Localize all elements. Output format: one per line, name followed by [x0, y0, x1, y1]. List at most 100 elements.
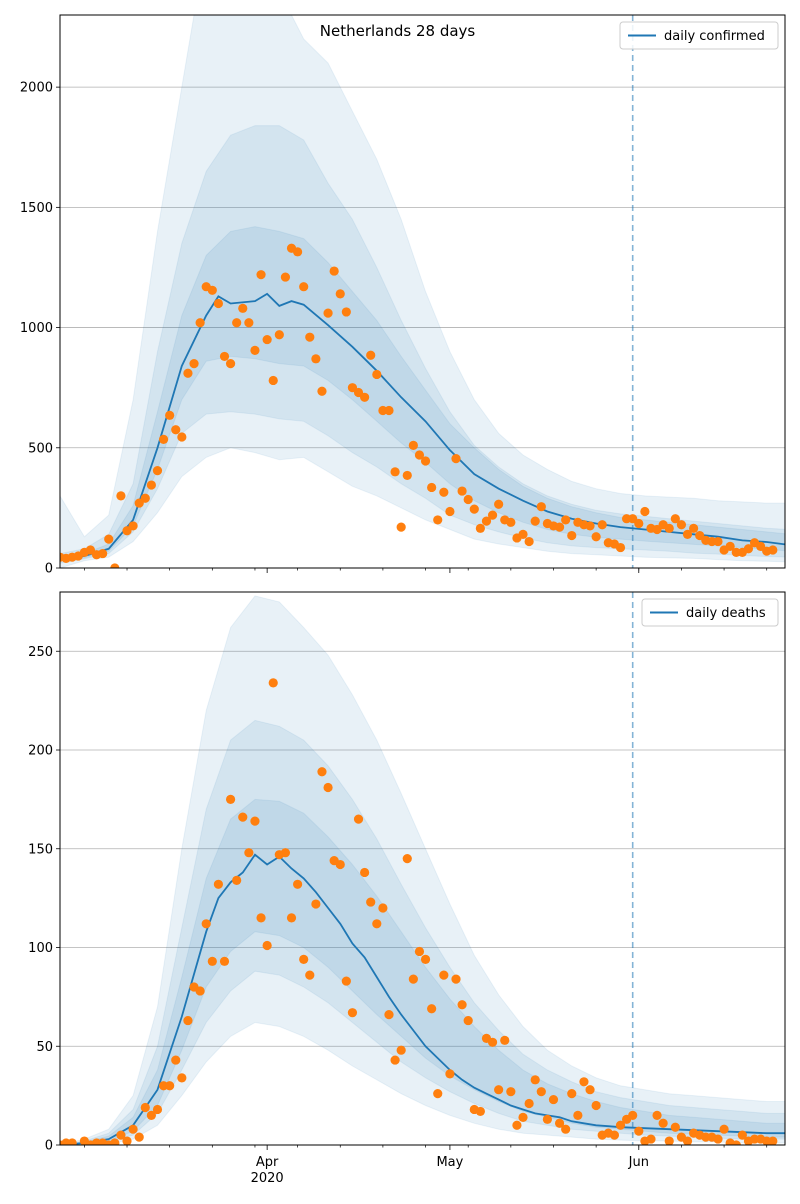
observed-point: [414, 450, 425, 460]
observed-point: [561, 1124, 571, 1134]
observed-point: [335, 289, 345, 299]
median-line: [60, 292, 785, 560]
observed-point: [390, 467, 400, 477]
observed-point: [244, 848, 254, 858]
observed-point: [122, 1136, 132, 1145]
observed-point: [329, 266, 339, 276]
observed-point: [225, 794, 236, 804]
observed-point: [725, 541, 735, 551]
observed-point: [311, 899, 321, 909]
observed-point: [402, 470, 412, 481]
observed-point: [463, 1015, 473, 1026]
observed-point: [402, 854, 412, 864]
x-tick-label: Apr: [256, 1155, 279, 1170]
observed-point: [408, 440, 418, 450]
observed-point: [475, 1106, 485, 1117]
observed-point: [183, 368, 193, 378]
observed-point: [311, 354, 321, 364]
observed-point: [573, 1110, 583, 1120]
observed-point: [213, 879, 224, 889]
observed-point: [719, 1124, 729, 1134]
observed-point: [634, 518, 644, 529]
observed-point: [652, 1110, 662, 1120]
observed-point: [323, 308, 333, 318]
observed-point: [475, 523, 485, 533]
observed-point: [451, 974, 461, 984]
legend-box: [619, 21, 779, 50]
observed-point: [293, 879, 303, 889]
observed-point: [487, 1037, 498, 1047]
observed-point: [280, 272, 291, 282]
observed-point: [128, 521, 138, 531]
legend-box: [641, 598, 779, 627]
observed-point: [743, 544, 754, 554]
observed-point: [396, 522, 406, 532]
observed-point: [530, 516, 540, 526]
observed-point: [548, 1094, 559, 1105]
observed-point: [341, 976, 351, 986]
observed-point: [664, 1136, 674, 1145]
observed-point: [146, 1110, 156, 1120]
y-tick-label: 1500: [20, 201, 53, 216]
panel-1: 0 500 1000 1500 2000 Netherlands 28 days daily…: [20, 14, 786, 577]
observed-point: [433, 515, 443, 525]
observed-point: [682, 1136, 693, 1145]
axes-frame: [59, 14, 786, 569]
observed-point: [579, 1077, 589, 1087]
observed-point: [500, 1035, 510, 1045]
observed-point: [615, 1120, 626, 1130]
observed-point: [140, 1102, 150, 1113]
y-tick-label: 0: [45, 1139, 53, 1154]
observed-point: [530, 1075, 540, 1085]
observed-point: [615, 542, 626, 553]
observed-point: [481, 516, 492, 526]
observed-point: [609, 1130, 620, 1140]
observed-point: [554, 522, 565, 532]
observed-point: [634, 1126, 644, 1136]
observed-point: [341, 307, 351, 317]
observed-point: [682, 529, 693, 539]
observed-point: [536, 502, 546, 512]
observed-point: [628, 1110, 638, 1120]
observed-point: [542, 1114, 552, 1124]
observed-point: [658, 1118, 668, 1128]
observed-point: [207, 956, 217, 966]
observed-point: [213, 298, 224, 309]
observed-point: [177, 432, 187, 442]
observed-point: [195, 318, 205, 328]
observed-point: [524, 1098, 534, 1109]
observed-point: [146, 480, 156, 490]
observed-point: [536, 1087, 546, 1097]
observed-point: [232, 318, 242, 328]
legend-label: daily confirmed: [664, 29, 765, 44]
observed-point: [171, 1055, 181, 1065]
observed-point: [463, 494, 473, 505]
observed-point: [597, 520, 607, 530]
observed-point: [219, 351, 230, 362]
observed-point: [335, 859, 345, 870]
observed-point: [506, 1087, 516, 1097]
observed-point: [670, 514, 680, 524]
observed-point: [280, 848, 291, 858]
observed-point: [384, 405, 394, 416]
y-tick-label: 150: [28, 842, 53, 857]
observed-point: [676, 520, 687, 530]
observed-point: [469, 504, 479, 514]
y-tick-label: 50: [36, 1040, 53, 1055]
observed-point: [494, 1085, 504, 1095]
observed-point: [506, 517, 516, 527]
observed-point: [152, 466, 163, 476]
observed-point: [451, 454, 461, 464]
observed-point: [238, 303, 248, 313]
observed-point: [116, 491, 126, 501]
observed-point: [366, 897, 376, 907]
uncertainty-band: [60, 15, 785, 568]
observed-point: [585, 1085, 595, 1095]
observed-point: [420, 954, 431, 964]
observed-point: [219, 956, 230, 966]
observed-point: [591, 532, 601, 542]
observed-point: [445, 1069, 455, 1079]
observed-point: [104, 534, 114, 544]
legend: daily confirmed: [619, 21, 779, 50]
